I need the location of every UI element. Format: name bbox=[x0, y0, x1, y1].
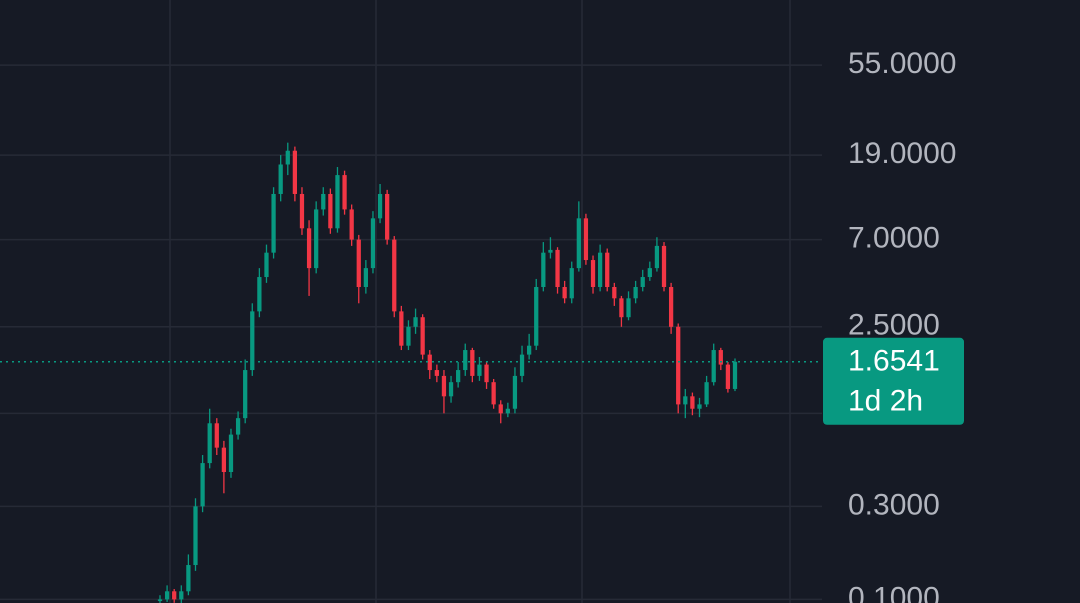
candle-body bbox=[264, 252, 269, 278]
candle-body bbox=[647, 268, 652, 278]
candle-body bbox=[583, 218, 589, 261]
candle-body bbox=[399, 311, 404, 346]
candle-body bbox=[732, 361, 738, 389]
candle-body bbox=[370, 218, 376, 269]
candle-body bbox=[349, 209, 354, 240]
candle-body bbox=[243, 370, 248, 419]
y-tick-label: 0.3000 bbox=[848, 488, 940, 521]
candle-body bbox=[356, 239, 361, 288]
candle-body bbox=[612, 287, 617, 299]
candle-body bbox=[306, 228, 312, 269]
candle-body bbox=[697, 404, 702, 409]
candle-body bbox=[292, 150, 298, 194]
candle-body bbox=[420, 317, 425, 355]
candle-body bbox=[541, 252, 546, 288]
candle-body bbox=[221, 447, 227, 473]
y-tick-label: 2.5000 bbox=[848, 309, 940, 342]
candle-body bbox=[164, 591, 170, 600]
candle-body bbox=[527, 345, 532, 355]
candle-body bbox=[228, 434, 234, 473]
candle-body bbox=[605, 252, 610, 288]
candle-body bbox=[392, 239, 397, 312]
y-tick-label: 55.0000 bbox=[848, 47, 956, 80]
candle-body bbox=[519, 354, 525, 376]
candle-body bbox=[406, 326, 411, 346]
candle-body bbox=[704, 382, 709, 405]
candle-body bbox=[257, 277, 262, 312]
candle-body bbox=[200, 463, 205, 507]
candle-body bbox=[491, 382, 496, 405]
candle-body bbox=[597, 252, 603, 288]
candle-body bbox=[441, 375, 447, 397]
candle-body bbox=[470, 350, 475, 376]
candle-body bbox=[172, 591, 177, 600]
last-price-label: 1.6541 bbox=[848, 345, 940, 378]
candle-body bbox=[250, 311, 255, 371]
candles bbox=[157, 142, 738, 603]
candle-body bbox=[569, 268, 574, 299]
candle-body bbox=[427, 354, 432, 371]
candle-body bbox=[456, 370, 461, 383]
candle-body bbox=[214, 423, 219, 448]
candle-body bbox=[626, 298, 631, 318]
candle-body bbox=[328, 193, 333, 229]
candle-body bbox=[342, 175, 347, 210]
candle-body bbox=[271, 193, 276, 253]
candle-body bbox=[235, 418, 241, 435]
y-tick-label: 19.0000 bbox=[848, 137, 956, 170]
candle-body bbox=[299, 193, 305, 229]
candle-body bbox=[434, 370, 439, 376]
candle-body bbox=[321, 193, 326, 210]
last-price: 1.6541 1d 2h bbox=[0, 337, 964, 425]
candle-body bbox=[534, 287, 539, 346]
candle-body bbox=[278, 164, 283, 194]
candle-body bbox=[619, 298, 624, 318]
candle-body bbox=[576, 218, 581, 269]
candle-body bbox=[484, 364, 489, 383]
candle-body bbox=[683, 396, 688, 405]
horizontal-grid bbox=[0, 64, 822, 601]
y-tick-label: 7.0000 bbox=[848, 222, 940, 255]
candle-body bbox=[505, 408, 510, 414]
candle-body bbox=[590, 260, 596, 288]
candle-body bbox=[725, 364, 731, 389]
candle-body bbox=[633, 287, 638, 299]
candle-body bbox=[512, 375, 518, 409]
candle-body bbox=[690, 396, 695, 409]
candle-body bbox=[314, 209, 319, 269]
candle-body bbox=[385, 193, 390, 240]
candle-body bbox=[711, 350, 716, 383]
candle-body bbox=[179, 591, 184, 600]
candle-body bbox=[498, 404, 503, 414]
candle-body bbox=[363, 268, 368, 288]
candle-body bbox=[668, 287, 674, 327]
candle-body bbox=[285, 150, 290, 165]
candle-body bbox=[718, 350, 723, 365]
candle-body bbox=[640, 277, 645, 288]
vertical-grid bbox=[169, 0, 791, 603]
candle-body bbox=[448, 382, 454, 397]
candle-body bbox=[548, 249, 553, 253]
last-price-box bbox=[823, 337, 964, 425]
y-tick-label: 0.1000 bbox=[848, 581, 940, 603]
candle-body bbox=[676, 326, 681, 405]
candle-body bbox=[335, 175, 340, 229]
candle-body bbox=[562, 287, 567, 299]
candle-body bbox=[661, 245, 667, 288]
candle-body bbox=[463, 350, 468, 371]
candle-body bbox=[193, 506, 198, 566]
candle-body bbox=[157, 599, 163, 602]
candle-body bbox=[654, 245, 660, 269]
candle-body bbox=[186, 565, 191, 592]
candle-body bbox=[555, 249, 560, 288]
countdown-label: 1d 2h bbox=[848, 385, 923, 418]
candle-body bbox=[377, 193, 383, 219]
candle-body bbox=[413, 317, 418, 327]
candle-body bbox=[207, 423, 212, 464]
candle-body bbox=[477, 364, 482, 376]
